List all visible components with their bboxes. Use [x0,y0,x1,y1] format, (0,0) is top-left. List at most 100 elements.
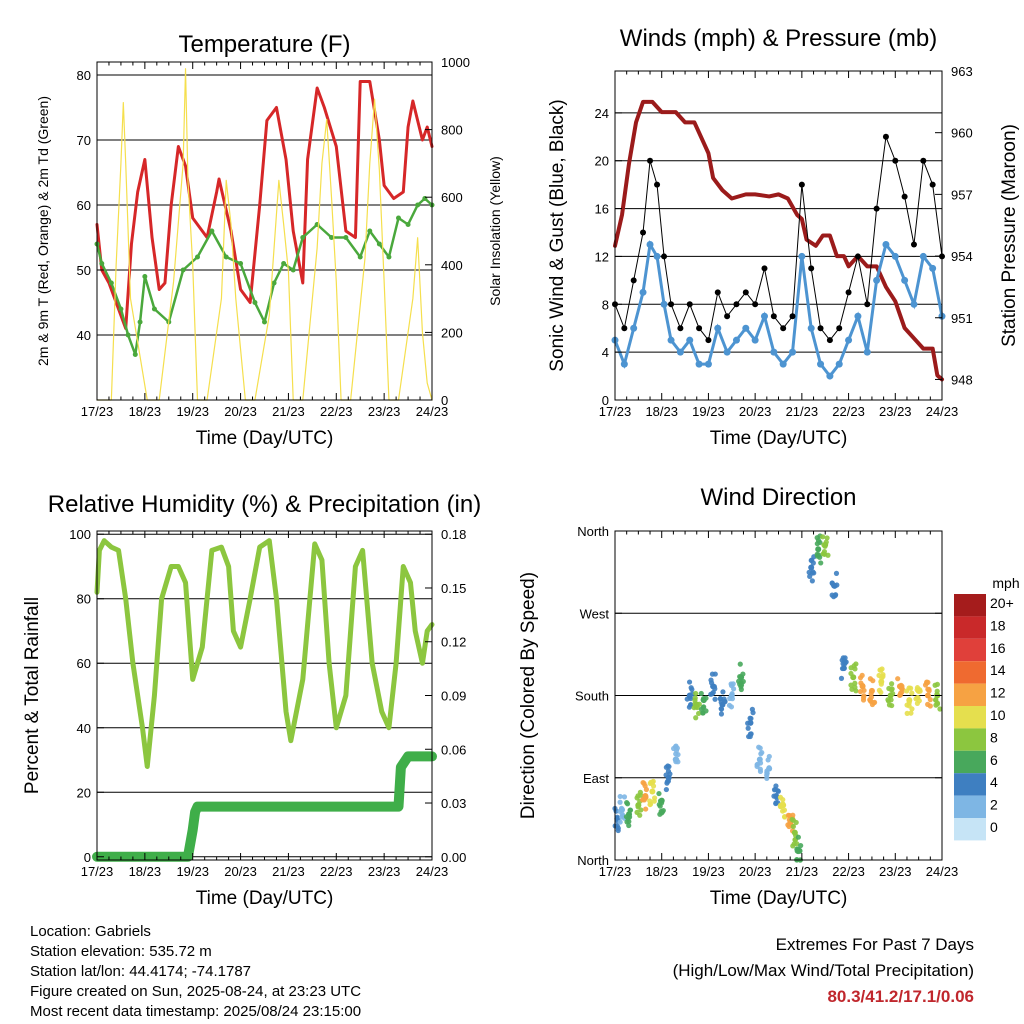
extremes-block: Extremes For Past 7 Days (High/Low/Max W… [673,932,974,1010]
direction-point [937,706,943,712]
direction-point [728,682,735,689]
direction-point [908,710,914,716]
x-tick-label: 23/23 [368,864,401,879]
legend-label: 6 [990,752,998,768]
y2-tick-label: 0.03 [441,796,466,811]
y-tick-label: 40 [77,721,91,736]
series-group [611,99,946,382]
x-tick-label: 21/23 [786,404,819,419]
direction-point [675,759,681,765]
td-point [357,254,363,260]
direction-point [934,688,940,694]
chart-title: Winds (mph) & Pressure (mb) [620,25,937,52]
direction-point [722,699,728,705]
x-tick-label: 19/23 [176,864,209,879]
direction-point [615,825,621,831]
direction-point [871,700,877,706]
series-group [92,538,437,862]
legend-label: 16 [990,640,1006,656]
y2-tick-label: 600 [441,190,463,205]
direction-point [821,542,827,548]
y2-tick-label: 0.12 [441,635,466,650]
direction-point [860,683,866,689]
direction-point [745,725,751,731]
td-point [329,235,334,240]
legend-swatch [954,683,986,706]
y-axis-label: Direction (Colored By Speed) [518,572,539,819]
direction-point [617,793,623,800]
direction-point [663,772,669,778]
chart-title: Relative Humidity (%) & Precipitation (i… [48,491,481,518]
direction-point [876,687,883,693]
direction-point [758,751,764,757]
td-point [386,254,392,260]
direction-point [745,720,751,726]
y2-tick-label: 0.18 [441,527,466,542]
direction-point [635,804,641,810]
x-axis-label: Time (Day/UTC) [196,888,334,909]
direction-point [904,688,910,694]
direction-point [738,682,745,688]
legend-label: 20+ [990,595,1014,611]
y-axis-label: 2m & 9m T (Red, Orange) & 2m Td (Green) [35,96,51,366]
extremes-values: 80.3/41.2/17.1/0.06 [827,987,974,1006]
x-axis-label: Time (Day/UTC) [196,428,334,449]
td-point [118,306,124,312]
direction-point [922,682,929,688]
direction-point [934,701,941,707]
y-tick-label: 4 [602,345,609,360]
y-axis-label: Sonic Wind & Gust (Blue, Black) [547,99,568,371]
direction-point [833,570,840,576]
chart-title: Temperature (F) [178,31,350,58]
direction-point [859,672,865,678]
direction-point [642,783,648,789]
direction-point [852,684,858,690]
direction-point [897,692,903,698]
direction-point [815,552,822,558]
td-point [99,261,105,266]
direction-point [643,794,649,800]
direction-point [809,578,815,584]
x-tick-label: 20/23 [739,864,772,879]
direction-point [794,841,800,847]
direction-point [621,794,628,800]
y2-tick-label: 0.15 [441,581,466,596]
y-tick-label: 0 [84,850,91,865]
direction-point [651,798,657,804]
direction-point [860,697,867,703]
direction-point [904,702,910,708]
x-tick-label: 17/23 [599,864,632,879]
direction-point [618,805,625,811]
direction-point [658,800,665,806]
y2-tick-label: 951 [951,311,973,326]
legend-swatch [954,773,986,796]
x-tick-label: 21/23 [786,864,819,879]
legend-swatch [954,795,986,818]
x-tick-label: 18/23 [645,864,678,879]
direction-point [718,706,725,712]
recent-data-timestamp: Most recent data timestamp: 2025/08/24 2… [30,1003,362,1020]
chart-title: Wind Direction [700,484,856,511]
y2-tick-label: 0.00 [441,850,466,865]
direction-point [795,834,801,840]
x-tick-label: 18/23 [129,864,162,879]
direction-point [619,811,625,817]
x-tick-label: 17/23 [81,864,114,879]
y2-tick-label: 0 [441,393,448,408]
legend-label: 0 [990,819,998,835]
direction-point [764,775,770,781]
direction-point [790,823,796,830]
direction-point [718,711,725,717]
rh-line [94,538,435,769]
direction-point [899,685,905,692]
legend-label: 18 [990,617,1006,633]
td-point [180,267,186,273]
td-point [262,319,267,325]
direction-point [870,678,876,684]
direction-point [908,685,914,691]
td-point [238,261,244,266]
direction-point [861,687,867,694]
direction-point [643,806,649,812]
direction-point [638,792,644,798]
x-tick-label: 24/23 [416,404,449,419]
